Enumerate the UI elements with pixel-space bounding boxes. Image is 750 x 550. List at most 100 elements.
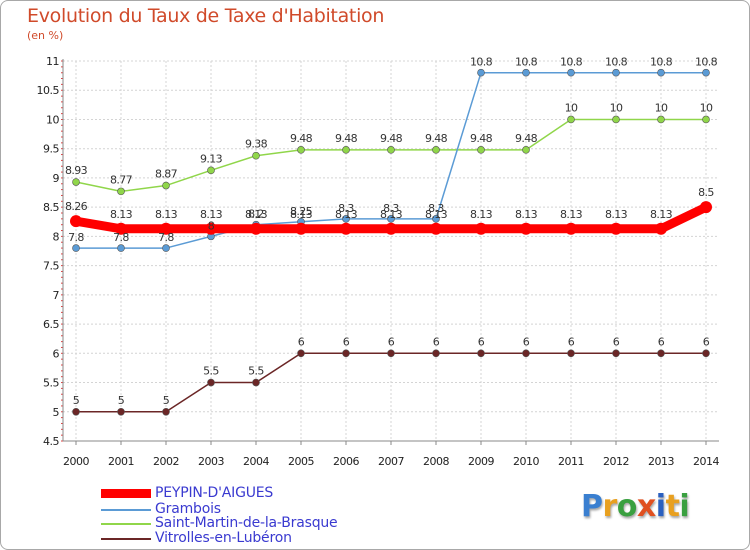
data-point-saint-martin-de-la-brasque <box>477 146 485 154</box>
data-label-saint-martin-de-la-brasque: 10 <box>610 101 623 114</box>
data-point-grambois <box>657 68 665 77</box>
x-tick-label: 2010 <box>513 455 539 468</box>
data-point-peypin-d-aigues <box>205 222 217 235</box>
x-tick-label: 2009 <box>468 455 494 468</box>
data-point-peypin-d-aigues <box>430 222 442 235</box>
data-label-peypin-d-aigues: 8.13 <box>425 208 448 221</box>
data-label-vitrolles-en-lub-ron: 6 <box>658 335 665 348</box>
x-tick-label: 2006 <box>333 455 359 468</box>
data-label-vitrolles-en-lub-ron: 6 <box>568 335 575 348</box>
data-label-saint-martin-de-la-brasque: 9.38 <box>245 138 268 151</box>
x-tick-label: 2007 <box>378 455 404 468</box>
y-tick-label: 4.5 <box>43 435 59 448</box>
data-point-saint-martin-de-la-brasque <box>297 146 305 154</box>
data-label-grambois: 8.3 <box>383 202 399 215</box>
data-label-saint-martin-de-la-brasque: 9.48 <box>470 132 493 145</box>
y-tick-label: 9 <box>53 172 60 185</box>
data-label-saint-martin-de-la-brasque: 10 <box>565 101 578 114</box>
x-tick-label: 2003 <box>198 455 224 468</box>
data-label-saint-martin-de-la-brasque: 9.48 <box>335 132 358 145</box>
data-label-vitrolles-en-lub-ron: 6 <box>613 335 620 348</box>
data-point-saint-martin-de-la-brasque <box>522 146 530 154</box>
data-label-peypin-d-aigues: 8.13 <box>200 208 223 221</box>
data-label-peypin-d-aigues: 8.13 <box>155 208 178 221</box>
logo-letter: x <box>636 489 656 524</box>
legend-swatch <box>101 489 151 498</box>
data-point-saint-martin-de-la-brasque <box>117 187 125 196</box>
data-label-peypin-d-aigues: 8.13 <box>650 208 673 221</box>
data-label-vitrolles-en-lub-ron: 6 <box>343 335 350 348</box>
data-point-vitrolles-en-lub-ron <box>207 378 215 387</box>
x-tick-label: 2011 <box>558 455 584 468</box>
data-label-peypin-d-aigues: 8.13 <box>245 208 268 221</box>
y-tick-label: 10.5 <box>37 84 60 97</box>
data-label-grambois: 10.8 <box>605 56 628 69</box>
data-point-saint-martin-de-la-brasque <box>567 115 575 124</box>
legend-label: Vitrolles-en-Lubéron <box>155 530 292 546</box>
data-label-peypin-d-aigues: 8.13 <box>335 208 358 221</box>
y-tick-label: 5.5 <box>43 377 59 390</box>
data-point-saint-martin-de-la-brasque <box>387 146 395 154</box>
y-tick-label: 9.5 <box>43 143 59 156</box>
data-point-saint-martin-de-la-brasque <box>612 115 620 124</box>
data-label-peypin-d-aigues: 8.26 <box>65 200 88 213</box>
data-point-saint-martin-de-la-brasque <box>342 146 350 154</box>
data-point-vitrolles-en-lub-ron <box>477 349 485 358</box>
data-label-saint-martin-de-la-brasque: 9.48 <box>290 132 313 145</box>
data-label-grambois: 10.8 <box>470 56 493 69</box>
data-label-grambois: 10.8 <box>650 56 673 69</box>
logo-letter: i <box>679 489 690 524</box>
data-label-peypin-d-aigues: 8.13 <box>110 208 133 221</box>
data-point-grambois <box>702 68 710 77</box>
data-point-saint-martin-de-la-brasque <box>207 166 215 175</box>
logo-letter: P <box>581 489 603 524</box>
legend-swatch <box>101 509 151 511</box>
data-point-peypin-d-aigues <box>520 222 532 235</box>
data-label-grambois: 8.3 <box>428 202 444 215</box>
y-tick-label: 6.5 <box>43 318 59 331</box>
data-point-vitrolles-en-lub-ron <box>252 378 260 387</box>
legend-label: PEYPIN-D'AIGUES <box>155 485 274 501</box>
data-point-vitrolles-en-lub-ron <box>162 407 170 416</box>
logo-letter: r <box>602 489 618 524</box>
y-tick-label: 5 <box>53 406 60 419</box>
data-label-grambois: 10.8 <box>560 56 583 69</box>
data-point-grambois <box>162 244 170 252</box>
data-label-saint-martin-de-la-brasque: 9.48 <box>515 132 538 145</box>
data-label-peypin-d-aigues: 8.13 <box>605 208 628 221</box>
data-point-grambois <box>387 215 395 223</box>
y-tick-label: 7 <box>53 289 60 302</box>
data-label-saint-martin-de-la-brasque: 10 <box>655 101 668 114</box>
x-tick-label: 2012 <box>603 455 629 468</box>
data-label-vitrolles-en-lub-ron: 5.5 <box>203 365 219 378</box>
data-label-vitrolles-en-lub-ron: 6 <box>478 335 485 348</box>
legend-swatch <box>101 523 151 525</box>
data-point-vitrolles-en-lub-ron <box>567 349 575 358</box>
chart-subtitle: (en %) <box>27 29 64 42</box>
logo-letter: o <box>616 489 638 524</box>
logo-letter: i <box>655 489 666 524</box>
data-label-peypin-d-aigues: 8.13 <box>380 208 403 221</box>
data-label-vitrolles-en-lub-ron: 5 <box>163 394 170 407</box>
legend-label: Grambois <box>155 501 221 517</box>
data-label-vitrolles-en-lub-ron: 6 <box>433 335 440 348</box>
data-label-saint-martin-de-la-brasque: 8.93 <box>65 164 88 177</box>
data-label-grambois: 8.3 <box>338 202 354 215</box>
data-label-grambois: 8 <box>208 219 215 232</box>
data-point-peypin-d-aigues <box>565 222 577 235</box>
data-label-saint-martin-de-la-brasque: 9.48 <box>425 132 448 145</box>
data-label-saint-martin-de-la-brasque: 10 <box>700 101 713 114</box>
data-label-grambois: 8.2 <box>248 208 264 221</box>
data-point-vitrolles-en-lub-ron <box>297 349 305 358</box>
data-point-vitrolles-en-lub-ron <box>432 349 440 358</box>
data-point-vitrolles-en-lub-ron <box>117 407 125 416</box>
legend-label: Saint-Martin-de-la-Brasque <box>155 515 338 531</box>
data-point-vitrolles-en-lub-ron <box>702 349 710 358</box>
data-label-grambois: 7.8 <box>113 231 129 244</box>
y-tick-label: 11 <box>46 55 59 68</box>
x-tick-label: 2014 <box>693 455 719 468</box>
data-point-saint-martin-de-la-brasque <box>432 146 440 154</box>
data-label-grambois: 7.8 <box>158 231 174 244</box>
y-tick-label: 8 <box>53 230 60 243</box>
